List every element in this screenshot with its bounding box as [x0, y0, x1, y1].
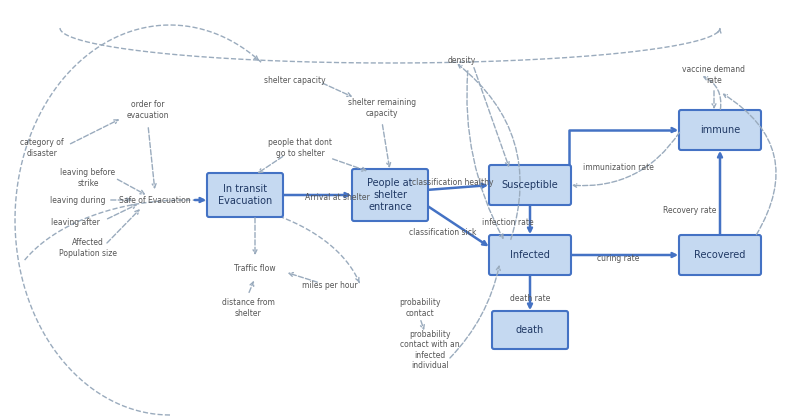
FancyBboxPatch shape [352, 169, 428, 221]
FancyBboxPatch shape [679, 110, 761, 150]
FancyBboxPatch shape [489, 235, 571, 275]
Text: vaccine demand
rate: vaccine demand rate [682, 65, 746, 85]
Text: leaving during: leaving during [50, 195, 106, 205]
Text: curing rate: curing rate [597, 254, 639, 262]
FancyBboxPatch shape [679, 235, 761, 275]
Text: Affected
Population size: Affected Population size [59, 238, 117, 258]
Text: shelter remaining
capacity: shelter remaining capacity [348, 98, 416, 118]
Text: immune: immune [700, 125, 740, 135]
Text: Susceptible: Susceptible [502, 180, 558, 190]
Text: Safe of Evacuation: Safe of Evacuation [119, 195, 191, 205]
Text: density: density [448, 55, 476, 65]
Text: classification healthy: classification healthy [412, 178, 494, 186]
Text: category of
disaster: category of disaster [20, 138, 64, 158]
Text: Recovery rate: Recovery rate [663, 205, 717, 215]
Text: People at
shelter
entrance: People at shelter entrance [367, 178, 413, 212]
Text: Recovered: Recovered [694, 250, 746, 260]
Text: miles per hour: miles per hour [302, 281, 358, 289]
Text: leaving before
strike: leaving before strike [61, 168, 115, 188]
FancyBboxPatch shape [489, 165, 571, 205]
Text: infection rate: infection rate [482, 218, 534, 226]
FancyBboxPatch shape [207, 173, 283, 217]
Text: probability
contact: probability contact [399, 298, 441, 318]
Text: In transit
Evacuation: In transit Evacuation [218, 184, 272, 206]
Text: shelter capacity: shelter capacity [264, 76, 326, 84]
Text: Arrival at shelter: Arrival at shelter [305, 192, 370, 202]
Text: distance from
shelter: distance from shelter [222, 298, 274, 318]
Text: classification sick: classification sick [410, 228, 477, 236]
Text: Infected: Infected [510, 250, 550, 260]
Text: people that dont
go to shelter: people that dont go to shelter [268, 138, 332, 158]
Text: death rate: death rate [510, 294, 550, 302]
Text: leaving after: leaving after [50, 218, 99, 226]
Text: Traffic flow: Traffic flow [234, 263, 276, 273]
FancyBboxPatch shape [492, 311, 568, 349]
Text: probability
contact with an
infected
individual: probability contact with an infected ind… [400, 330, 460, 370]
Text: death: death [516, 325, 544, 335]
Text: immunization rate: immunization rate [582, 163, 654, 171]
Text: order for
evacuation: order for evacuation [126, 100, 170, 120]
